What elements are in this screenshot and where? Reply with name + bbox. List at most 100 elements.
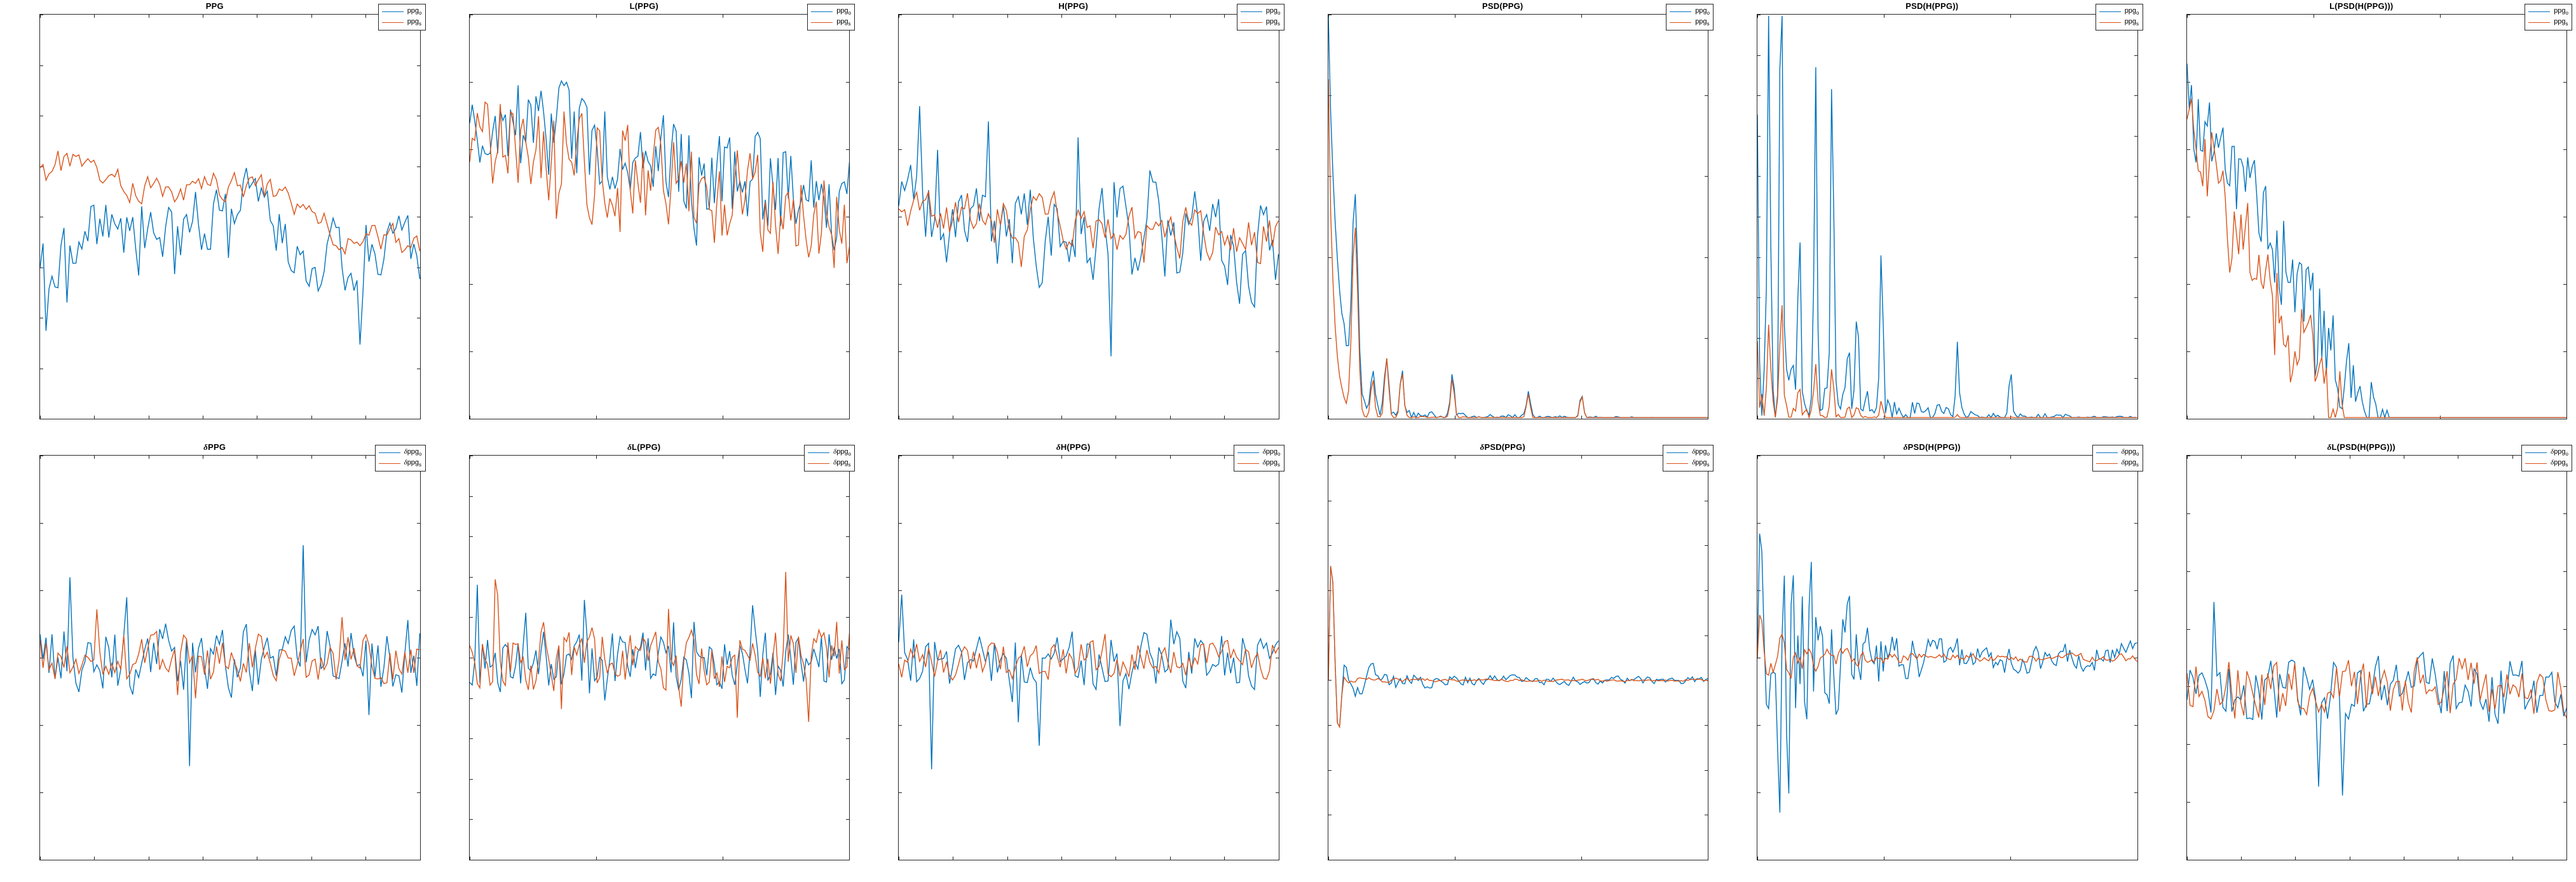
x-tick-mark — [2186, 416, 2188, 419]
x-tick-mark-top — [1328, 456, 1329, 459]
x-tick-mark — [2137, 857, 2138, 860]
legend-l_ppg[interactable]: ppgo ppgs — [807, 4, 855, 31]
legend-h_ppg[interactable]: ppgo ppgs — [1236, 4, 1285, 31]
legend-item-ppg-o[interactable]: δppgo — [1666, 448, 1710, 458]
chart-panel-psd_h_ppg: PSD(H(PPG)) 00.050.10.150.20.250.30.350.4… — [1717, 0, 2147, 441]
legend-label: ppgo — [2554, 6, 2568, 17]
x-tick-mark — [1169, 416, 1171, 419]
legend-swatch-icon — [378, 463, 400, 464]
series-canvas-d_l_ppg — [470, 456, 850, 860]
legend-item-ppg-o[interactable]: ppgo — [381, 7, 422, 17]
legend-label: δppgs — [1262, 458, 1281, 468]
legend-item-ppg-s[interactable]: δppgs — [1237, 459, 1281, 468]
legend-item-ppg-o[interactable]: δppgo — [2525, 448, 2568, 458]
chart-panel-ppg: PPG -4-3-2-101234020406080100120140ppgopp… — [0, 0, 430, 441]
legend-d_psd_h_ppg[interactable]: δppgo δppgs — [2092, 445, 2143, 472]
legend-item-ppg-o[interactable]: ppgo — [1670, 7, 1710, 17]
legend-item-ppg-o[interactable]: ppgo — [2528, 7, 2568, 17]
plot-area-psd_ppg: 00.511.522.5051015 — [1327, 14, 1708, 419]
x-tick-mark-top — [2010, 15, 2012, 18]
legend-subscript: s — [2136, 21, 2139, 27]
legend-d_l_ppg[interactable]: δppgo δppgs — [804, 445, 855, 472]
legend-item-ppg-o[interactable]: δppgo — [2096, 448, 2139, 458]
y-tick-mark-right — [846, 536, 849, 538]
delta-glyph: δ — [1480, 442, 1485, 452]
legend-item-ppg-o[interactable]: ppgo — [2099, 7, 2139, 17]
legend-item-ppg-s[interactable]: ppgs — [381, 18, 422, 27]
panel-title-l_psd_h_ppg: L(PSD(H(PPG))) — [2329, 1, 2394, 11]
panel-title-h_ppg: H(PPG) — [1058, 1, 1089, 11]
delta-glyph: δ — [2121, 447, 2125, 456]
y-tick-mark-right — [1705, 257, 1708, 258]
plot-area-psd_h_ppg: 00.050.10.150.20.250.30.350.40.450.50510… — [1757, 14, 2138, 419]
series-line-ppg_o — [1757, 16, 2137, 417]
legend-item-ppg-o[interactable]: δppgo — [378, 448, 422, 458]
y-tick-mark-right — [2134, 378, 2137, 379]
legend-label: δppgs — [1692, 458, 1710, 468]
x-tick-mark-top — [596, 456, 597, 459]
delta-glyph: δ — [1262, 458, 1266, 466]
x-tick-mark — [1757, 857, 1758, 860]
legend-item-ppg-s[interactable]: δppgs — [2525, 459, 2568, 468]
legend-item-ppg-o[interactable]: δppgo — [808, 448, 851, 458]
legend-subscript: s — [2565, 21, 2568, 27]
legend-item-ppg-s[interactable]: ppgs — [2528, 18, 2568, 27]
y-tick-mark — [469, 778, 473, 780]
legend-label: ppgo — [1265, 6, 1281, 17]
x-tick-mark — [849, 416, 850, 419]
legend-item-ppg-s[interactable]: ppgs — [1240, 18, 1281, 27]
series-line-ppg_s — [40, 151, 420, 254]
y-tick-mark — [899, 149, 902, 150]
y-tick-mark-right — [1705, 635, 1708, 636]
legend-item-ppg-s[interactable]: δppgs — [378, 458, 422, 468]
x-tick-mark-top — [1007, 456, 1008, 459]
legend-label: δppgs — [833, 458, 851, 468]
legend-item-ppg-o[interactable]: ppgo — [811, 7, 851, 17]
legend-item-ppg-s[interactable]: ppgs — [2099, 18, 2139, 27]
y-tick-mark — [40, 792, 43, 793]
x-tick-mark-top — [94, 15, 95, 18]
legend-item-ppg-o[interactable]: ppgo — [1240, 6, 1281, 17]
y-tick-mark-right — [416, 166, 420, 167]
y-tick-mark-right — [2134, 95, 2137, 97]
x-tick-mark-top — [596, 15, 597, 18]
legend-label: δppgo — [833, 447, 851, 458]
y-tick-mark — [1328, 770, 1332, 771]
x-tick-mark-top — [1061, 456, 1063, 459]
y-tick-mark-right — [2134, 523, 2137, 524]
legend-item-ppg-s[interactable]: ppgs — [811, 18, 851, 27]
panel-title-d_l_ppg: δL(PPG) — [430, 442, 859, 452]
series-line-ppg_s — [899, 191, 1279, 267]
legend-item-ppg-o[interactable]: δppgo — [1237, 448, 1281, 458]
legend-d_l_psd_h_ppg[interactable]: δppgo δppgs — [2521, 445, 2572, 472]
y-tick-mark — [40, 523, 43, 524]
x-tick-mark-top — [40, 15, 41, 18]
panel-title-d_psd_ppg: δPSD(PPG) — [1288, 442, 1718, 452]
legend-psd_h_ppg[interactable]: ppgo ppgs — [2095, 4, 2143, 31]
legend-swatch-icon — [1666, 452, 1689, 453]
legend-psd_ppg[interactable]: ppgo ppgs — [1666, 4, 1714, 31]
y-tick-mark-right — [2563, 571, 2566, 572]
y-tick-mark-right — [846, 819, 849, 820]
legend-ppg[interactable]: ppgo ppgs — [378, 4, 426, 31]
series-line-dppg_o — [470, 585, 850, 700]
legend-subscript: o — [2565, 451, 2568, 458]
x-tick-mark — [2512, 857, 2513, 860]
legend-d_h_ppg[interactable]: δppgo δppgs — [1233, 445, 1285, 472]
title-text: PSD(H(PPG)) — [1907, 442, 1961, 452]
legend-item-ppg-s[interactable]: ppgs — [1670, 18, 1710, 27]
legend-label: δppgo — [1262, 447, 1281, 458]
delta-glyph: δ — [404, 458, 407, 466]
legend-d_ppg[interactable]: δppgo δppgs — [374, 445, 426, 472]
y-tick-mark-right — [1275, 82, 1279, 83]
y-tick-mark — [469, 819, 473, 820]
y-tick-mark-right — [2134, 257, 2137, 258]
legend-d_psd_ppg[interactable]: δppgo δppgs — [1663, 445, 1714, 472]
y-tick-mark-right — [2563, 802, 2566, 803]
legend-item-ppg-s[interactable]: δppgs — [2096, 459, 2139, 468]
legend-l_psd_h_ppg[interactable]: ppgo ppgs — [2525, 4, 2572, 31]
legend-item-ppg-s[interactable]: δppgs — [808, 459, 851, 468]
legend-item-ppg-s[interactable]: δppgs — [1666, 459, 1710, 468]
legend-subscript: s — [848, 462, 851, 468]
